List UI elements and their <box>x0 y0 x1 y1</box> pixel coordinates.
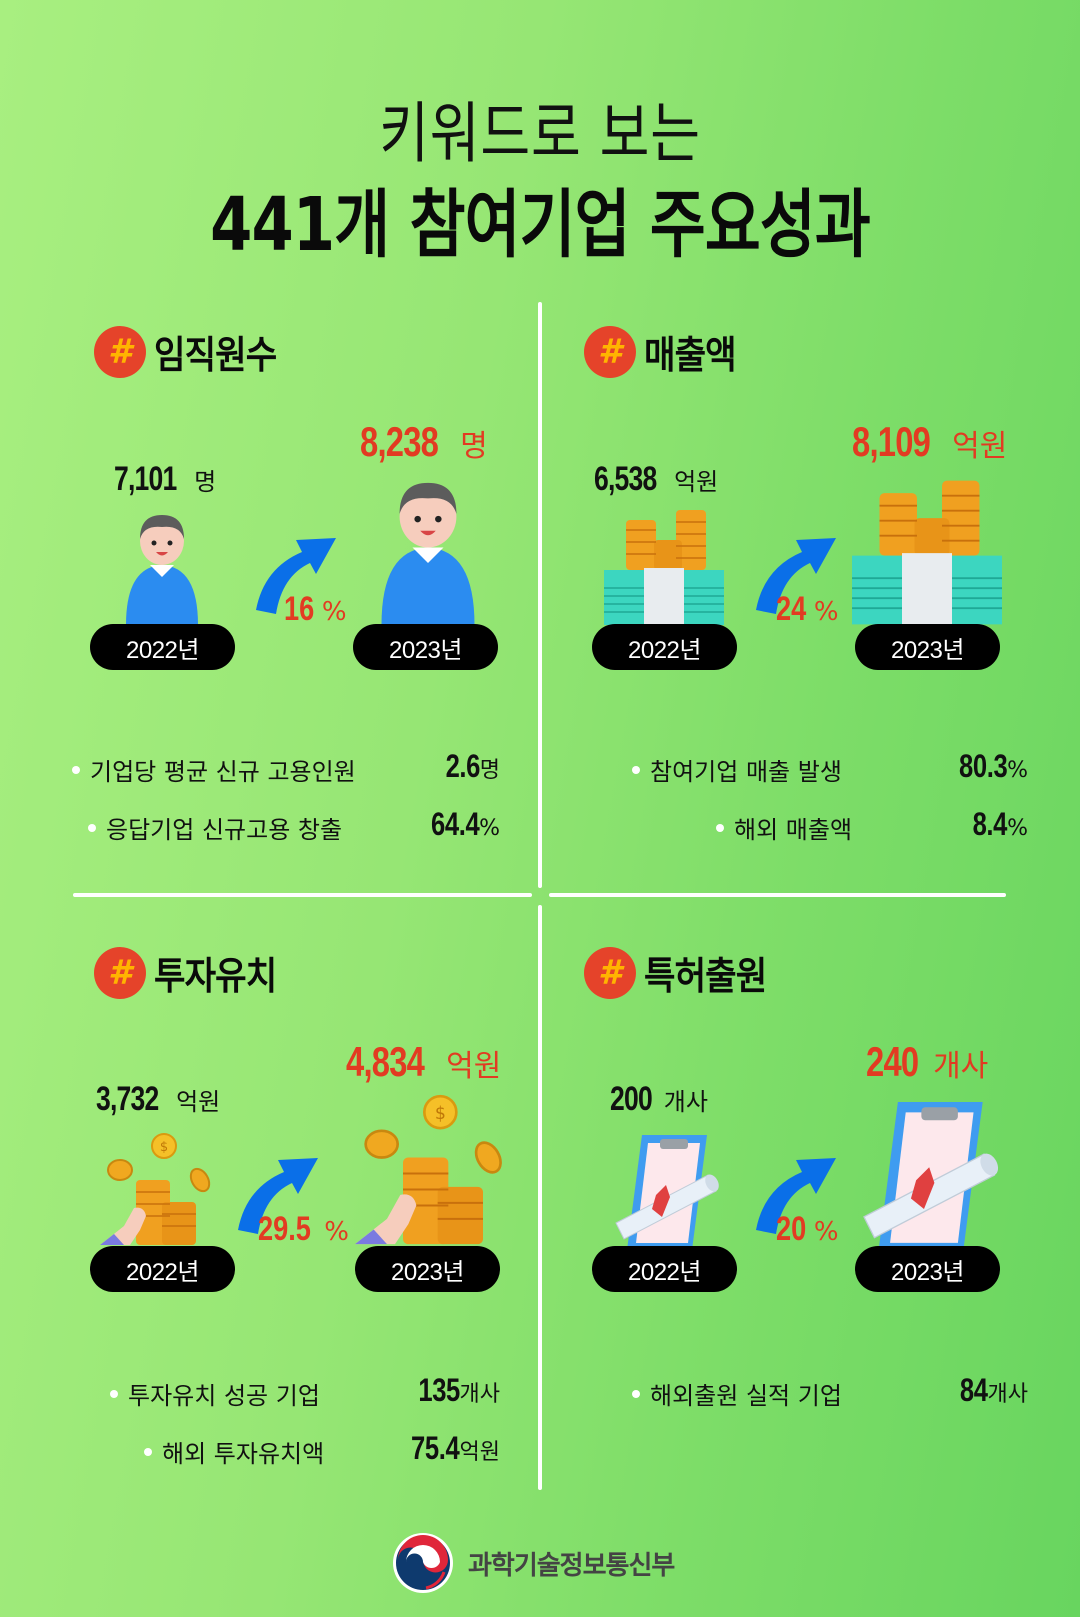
stat-value: 75.4억원 <box>411 1430 500 1466</box>
taegeuk-logo-icon <box>393 1533 453 1593</box>
growth-arrow-icon <box>756 1158 836 1234</box>
growth-arrow-icon <box>238 1158 318 1234</box>
section-title: 투자유치 <box>154 954 277 998</box>
year-pill-2023: 2023년 <box>855 1246 1000 1292</box>
value-2023: 8,238 명 <box>360 418 488 465</box>
year-pill-2022: 2022년 <box>90 624 235 670</box>
year-pill-2022: 2022년 <box>592 624 737 670</box>
value-2023: 4,834 억원 <box>346 1038 502 1085</box>
section-patents: # 특허출원 200 개사 240 개사 20% 2022년 2023년 해외출원 … <box>540 920 1080 1510</box>
stat-item: 응답기업 신규고용 창출 <box>88 810 342 845</box>
stat-value: 8.4% <box>972 806 1028 842</box>
bullet-icon <box>72 765 80 774</box>
hash-icon: # <box>584 946 636 999</box>
stat-item: 해외출원 실적 기업 <box>632 1376 842 1411</box>
svg-text:$: $ <box>160 1140 168 1155</box>
growth-arrow-icon <box>256 538 336 614</box>
bullet-icon <box>110 1389 118 1398</box>
value-2023: 240 개사 <box>866 1038 989 1085</box>
stat-value: 2.6명 <box>445 748 500 784</box>
money-stack-icon <box>604 510 724 625</box>
stat-item: 해외 투자유치액 <box>144 1434 324 1469</box>
coin-hand-icon: $ <box>355 1094 502 1245</box>
section-title: 임직원수 <box>154 333 277 377</box>
section-title: 특허출원 <box>644 954 767 998</box>
section-heading: # 투자유치 <box>94 945 290 1000</box>
year-pill-2023: 2023년 <box>355 1246 500 1292</box>
bullet-icon <box>716 823 724 832</box>
value-2022: 6,538 억원 <box>594 460 719 498</box>
year-pill-2023: 2023년 <box>353 624 498 670</box>
stat-value: 135개사 <box>418 1372 500 1408</box>
growth-percent: 20% <box>776 1210 839 1248</box>
section-heading: # 매출액 <box>584 324 746 379</box>
bullet-icon <box>88 823 96 832</box>
hash-icon: # <box>94 946 146 999</box>
section-revenue: # 매출액 6,538 억원 8,109 억원 24% 2022년 2023년 참여… <box>540 300 1080 890</box>
person-icon <box>126 515 198 625</box>
stat-value: 64.4% <box>430 806 500 842</box>
value-2022: 7,101 명 <box>114 460 217 498</box>
bullet-icon <box>144 1447 152 1456</box>
stat-item: 기업당 평균 신규 고용인원 <box>72 752 356 787</box>
growth-percent: 24% <box>776 590 839 628</box>
page-title: 441개 참여기업 주요성과 <box>210 182 871 268</box>
bullet-icon <box>632 765 640 774</box>
year-pill-2022: 2022년 <box>90 1246 235 1292</box>
growth-percent: 16% <box>284 590 347 628</box>
section-title: 매출액 <box>644 333 737 377</box>
title-subtitle: 키워드로 보는 <box>379 95 701 172</box>
svg-text:$: $ <box>435 1104 446 1124</box>
vertical-divider-top <box>538 302 542 888</box>
section-heading: # 임직원수 <box>94 324 290 379</box>
money-stack-icon <box>852 480 1002 625</box>
ministry-name: 과학기술정보통신부 <box>468 1550 675 1581</box>
bullet-icon <box>632 1389 640 1398</box>
year-pill-2022: 2022년 <box>592 1246 737 1292</box>
section-employees: # 임직원수 7,101 명 8,238 명 16% 2022년 2023년 기업당… <box>0 300 540 890</box>
stat-item: 해외 매출액 <box>716 810 852 845</box>
hash-icon: # <box>584 325 636 378</box>
value-2023: 8,109 억원 <box>852 418 1008 465</box>
hash-icon: # <box>94 325 146 378</box>
stat-item: 참여기업 매출 발생 <box>632 752 842 787</box>
vertical-divider-bottom <box>538 905 542 1490</box>
horizontal-divider-right <box>549 893 1006 897</box>
horizontal-divider-left <box>73 893 532 897</box>
stat-value: 80.3% <box>958 748 1028 784</box>
growth-percent: 29.5% <box>258 1210 349 1248</box>
year-pill-2023: 2023년 <box>855 624 1000 670</box>
footer-logo: 과학기술정보통신부 <box>392 1532 675 1594</box>
value-2022: 3,732 억원 <box>96 1080 221 1118</box>
person-icon <box>381 482 475 625</box>
coin-hand-icon: $ <box>100 1133 211 1245</box>
certificate-icon <box>863 1102 999 1252</box>
growth-arrow-icon <box>756 538 836 614</box>
certificate-icon <box>615 1135 719 1250</box>
value-2022: 200 개사 <box>610 1080 708 1118</box>
section-investment: # 투자유치 3,732 억원 4,834 억원 $ $ 29.5% 2022년 2… <box>0 920 540 1510</box>
stat-value: 84개사 <box>959 1372 1028 1408</box>
section-heading: # 특허출원 <box>584 945 780 1000</box>
stat-item: 투자유치 성공 기업 <box>110 1376 320 1411</box>
